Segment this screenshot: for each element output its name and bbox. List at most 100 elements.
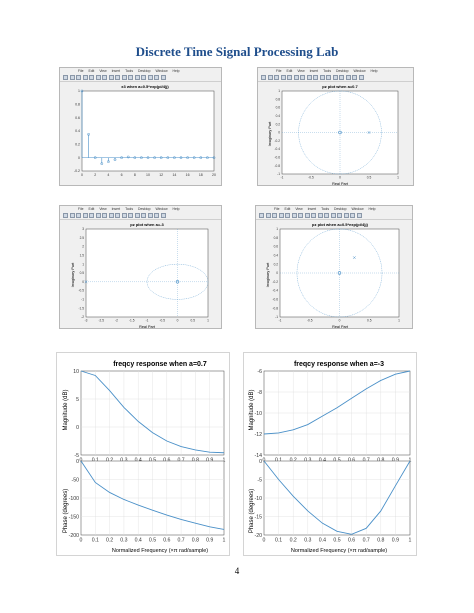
open-icon[interactable] [265, 213, 271, 218]
menu-item-edit[interactable]: Edit [284, 207, 291, 211]
link-icon[interactable] [330, 213, 336, 218]
menu-item-file[interactable]: File [274, 207, 280, 211]
menu-item-help[interactable]: Help [368, 207, 376, 211]
menu-item-desktop[interactable]: Desktop [138, 69, 151, 73]
pan-icon[interactable] [306, 75, 312, 80]
menu-item-insert[interactable]: Insert [307, 207, 317, 211]
grid-icon[interactable] [154, 213, 159, 218]
toolbar[interactable] [60, 212, 221, 220]
menu-item-window[interactable]: Window [155, 207, 168, 211]
menu-item-insert[interactable]: Insert [111, 207, 121, 211]
menu-item-window[interactable]: Window [353, 69, 366, 73]
zoom-out-icon[interactable] [102, 213, 107, 218]
pointer-icon[interactable] [89, 213, 94, 218]
colorbar-icon[interactable] [339, 75, 344, 80]
menu-item-insert[interactable]: Insert [309, 69, 319, 73]
toolbar[interactable] [256, 212, 412, 220]
property-icon[interactable] [160, 75, 166, 80]
menu-item-help[interactable]: Help [172, 69, 180, 73]
property-icon[interactable] [358, 75, 364, 80]
data-cursor-icon[interactable] [121, 213, 127, 218]
pan-icon[interactable] [304, 213, 310, 218]
grid-icon[interactable] [352, 75, 357, 80]
legend-icon[interactable] [147, 75, 153, 80]
menu-item-view[interactable]: View [99, 207, 107, 211]
menu-item-edit[interactable]: Edit [286, 69, 293, 73]
toolbar[interactable] [258, 74, 413, 82]
menu-item-help[interactable]: Help [370, 69, 378, 73]
menu-bar[interactable]: File Edit View Insert Tools Desktop Window Help [258, 68, 413, 74]
menu-item-tools[interactable]: Tools [125, 69, 134, 73]
open-icon[interactable] [69, 75, 75, 80]
property-icon[interactable] [356, 213, 362, 218]
colorbar-icon[interactable] [141, 213, 146, 218]
rotate-icon[interactable] [313, 75, 318, 80]
zoom-in-icon[interactable] [95, 75, 101, 80]
menu-bar[interactable]: File Edit View Insert Tools Desktop Window Help [256, 206, 412, 212]
property-icon[interactable] [160, 213, 166, 218]
menu-item-desktop[interactable]: Desktop [336, 69, 349, 73]
legend-icon[interactable] [147, 213, 153, 218]
pointer-icon[interactable] [287, 75, 292, 80]
grid-icon[interactable] [350, 213, 355, 218]
colorbar-icon[interactable] [141, 75, 146, 80]
rotate-icon[interactable] [115, 75, 120, 80]
save-icon[interactable] [76, 213, 81, 218]
new-icon[interactable] [261, 75, 266, 80]
link-icon[interactable] [332, 75, 338, 80]
brush-icon[interactable] [324, 213, 329, 218]
menu-item-file[interactable]: File [78, 207, 84, 211]
new-icon[interactable] [63, 75, 68, 80]
rotate-icon[interactable] [311, 213, 316, 218]
data-cursor-icon[interactable] [319, 75, 325, 80]
pointer-icon[interactable] [285, 213, 290, 218]
menu-item-tools[interactable]: Tools [321, 207, 330, 211]
zoom-in-icon[interactable] [291, 213, 297, 218]
link-icon[interactable] [134, 213, 140, 218]
menu-item-edit[interactable]: Edit [88, 207, 95, 211]
print-icon[interactable] [278, 213, 284, 218]
grid-icon[interactable] [154, 75, 159, 80]
menu-item-view[interactable]: View [297, 69, 305, 73]
pan-icon[interactable] [108, 75, 114, 80]
toolbar[interactable] [60, 74, 221, 82]
zoom-in-icon[interactable] [95, 213, 101, 218]
menu-item-desktop[interactable]: Desktop [334, 207, 347, 211]
menu-item-edit[interactable]: Edit [88, 69, 95, 73]
brush-icon[interactable] [326, 75, 331, 80]
menu-item-window[interactable]: Window [351, 207, 364, 211]
new-icon[interactable] [259, 213, 264, 218]
print-icon[interactable] [280, 75, 286, 80]
zoom-in-icon[interactable] [293, 75, 299, 80]
save-icon[interactable] [76, 75, 81, 80]
save-icon[interactable] [274, 75, 279, 80]
pointer-icon[interactable] [89, 75, 94, 80]
legend-icon[interactable] [345, 75, 351, 80]
menu-item-view[interactable]: View [99, 69, 107, 73]
menu-item-view[interactable]: View [295, 207, 303, 211]
menu-item-desktop[interactable]: Desktop [138, 207, 151, 211]
brush-icon[interactable] [128, 213, 133, 218]
colorbar-icon[interactable] [337, 213, 342, 218]
print-icon[interactable] [82, 75, 88, 80]
menu-bar[interactable]: File Edit View Insert Tools Desktop Window Help [60, 206, 221, 212]
rotate-icon[interactable] [115, 213, 120, 218]
menu-item-help[interactable]: Help [172, 207, 180, 211]
menu-item-window[interactable]: Window [155, 69, 168, 73]
link-icon[interactable] [134, 75, 140, 80]
new-icon[interactable] [63, 213, 68, 218]
data-cursor-icon[interactable] [121, 75, 127, 80]
zoom-out-icon[interactable] [300, 75, 305, 80]
data-cursor-icon[interactable] [317, 213, 323, 218]
menu-bar[interactable]: File Edit View Insert Tools Desktop Window Help [60, 68, 221, 74]
menu-item-file[interactable]: File [78, 69, 84, 73]
print-icon[interactable] [82, 213, 88, 218]
zoom-out-icon[interactable] [102, 75, 107, 80]
zoom-out-icon[interactable] [298, 213, 303, 218]
menu-item-tools[interactable]: Tools [125, 207, 134, 211]
save-icon[interactable] [272, 213, 277, 218]
open-icon[interactable] [267, 75, 273, 80]
menu-item-tools[interactable]: Tools [323, 69, 332, 73]
pan-icon[interactable] [108, 213, 114, 218]
brush-icon[interactable] [128, 75, 133, 80]
